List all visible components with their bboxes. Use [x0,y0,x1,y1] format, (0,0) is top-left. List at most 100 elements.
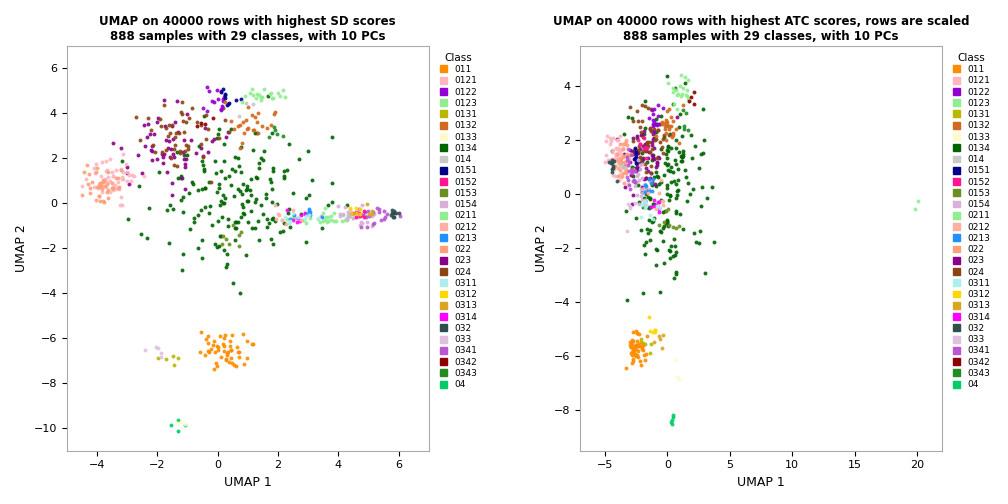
Point [281,219,297,227]
Point [180,142,197,150]
Point [637,164,653,172]
Point [318,216,334,224]
Point [251,159,267,167]
Point [196,152,212,160]
Point [111,183,127,191]
Point [636,185,652,194]
Point [327,217,343,225]
Point [210,95,226,103]
Point [641,148,657,156]
Point [620,176,636,184]
Point [149,155,165,163]
Point [642,349,658,357]
Point [636,128,652,136]
Point [265,239,281,247]
Point [662,254,678,262]
Point [197,120,213,128]
Point [356,211,372,219]
Point [169,97,185,105]
Point [658,219,674,227]
Point [647,119,663,128]
Point [662,122,678,130]
Point [261,219,277,227]
Point [228,224,244,232]
Point [243,175,259,183]
Point [181,114,198,122]
Point [623,349,639,357]
Point [224,345,240,353]
Point [166,141,182,149]
Point [99,166,115,174]
Point [626,155,642,163]
Point [233,228,249,236]
Point [643,105,659,113]
Point [291,217,307,225]
Point [320,213,336,221]
Point [220,128,236,136]
Point [629,107,645,115]
Point [657,207,673,215]
Point [215,85,231,93]
Point [613,154,629,162]
Point [294,216,310,224]
Point [648,135,664,143]
Point [629,191,645,199]
Point [641,216,657,224]
Point [630,148,646,156]
Point [314,213,331,221]
Point [663,178,679,186]
Point [263,94,279,102]
Point [225,221,241,229]
Point [669,191,685,199]
Point [193,348,209,356]
Point [617,139,633,147]
Point [169,162,185,170]
Point [634,196,650,204]
Point [667,160,683,168]
Point [263,178,279,186]
Point [174,249,191,258]
Point [638,139,654,147]
Point [654,198,670,206]
Point [653,176,669,184]
Point [658,216,674,224]
Point [626,345,642,353]
Point [340,215,356,223]
Point [618,207,634,215]
Point [316,209,332,217]
Point [637,188,653,196]
Point [625,342,641,350]
Point [173,174,190,182]
Point [286,211,302,219]
Point [154,148,170,156]
Point [609,145,625,153]
Point [618,167,634,175]
Point [668,105,684,113]
Point [629,133,645,141]
Point [654,331,670,339]
Point [156,101,172,109]
Point [247,129,263,137]
Point [610,155,626,163]
Point [88,197,104,205]
Point [223,337,239,345]
Point [680,97,697,105]
Point [686,100,703,108]
Point [632,123,648,132]
Point [203,345,219,353]
Point [179,151,196,159]
Point [266,110,282,118]
Point [214,167,230,175]
Point [620,200,636,208]
Point [170,173,186,181]
Point [604,155,620,163]
Point [655,224,671,232]
Point [674,101,690,109]
Point [100,178,116,186]
Point [641,114,657,122]
Point [625,355,641,363]
Point [659,107,675,115]
Point [610,135,626,143]
Point [226,279,242,287]
Point [641,185,657,194]
